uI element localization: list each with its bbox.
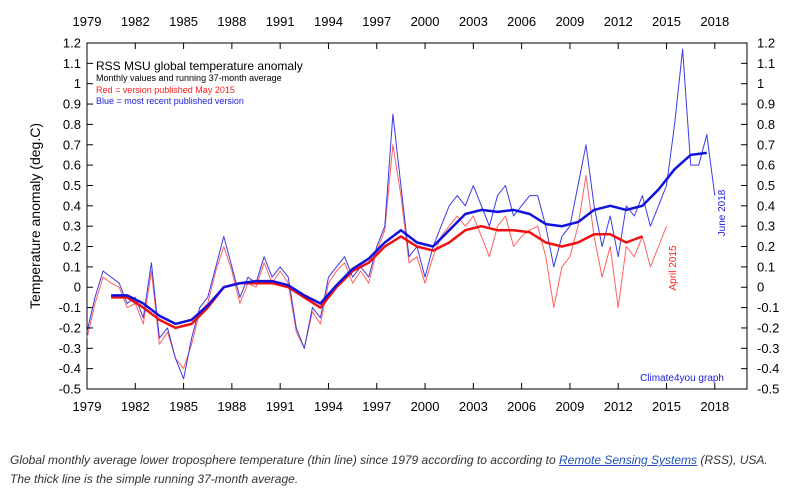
y-tick-label-right: 0.6 <box>757 158 775 173</box>
x-tick-label-bottom: 2009 <box>555 399 584 414</box>
y-tick-label-right: 0 <box>757 280 764 295</box>
y-tick-label-left: 1.2 <box>63 36 81 51</box>
axes-layer: 1979 1979 1982 1982 1985 1985 1988 1988 1991 1991… <box>59 14 780 414</box>
plot-frame <box>86 42 748 390</box>
y-tick-label-left: 0.4 <box>63 198 81 213</box>
y-tick-label-right: -0.4 <box>757 361 779 376</box>
credit-label: Climate4you graph <box>640 373 724 384</box>
caption-text-end: (RSS), USA. The thick line is the simple… <box>10 453 768 486</box>
legend-red: Red = version published May 2015 <box>96 85 235 95</box>
x-tick-label-top: 1985 <box>169 14 198 29</box>
chart-title: RSS MSU global temperature anomaly <box>96 59 303 73</box>
series-layer <box>86 48 716 380</box>
y-tick-label-left: 0.1 <box>63 259 81 274</box>
x-tick-label-top: 1988 <box>217 14 246 29</box>
y-tick-label-right: 0.9 <box>757 97 775 112</box>
x-tick-label-top: 1994 <box>314 14 343 29</box>
x-tick-label-bottom: 2003 <box>459 399 488 414</box>
y-tick-label-left: 0.9 <box>63 97 81 112</box>
y-tick-label-left: 0.6 <box>63 158 81 173</box>
x-tick-label-bottom: 2018 <box>700 399 729 414</box>
series-line-0 <box>86 48 716 380</box>
x-tick-label-top: 2012 <box>604 14 633 29</box>
x-tick-label-top: 2015 <box>652 14 681 29</box>
y-tick-label-left: 0.2 <box>63 239 81 254</box>
y-tick-label-left: 0.8 <box>63 117 81 132</box>
y-tick-label-left: 0 <box>74 280 81 295</box>
y-tick-label-right: 0.7 <box>757 137 775 152</box>
x-tick-label-bottom: 1985 <box>169 399 198 414</box>
series-line-3 <box>111 151 707 326</box>
y-tick-label-right: 0.1 <box>757 259 775 274</box>
x-tick-label-bottom: 1997 <box>362 399 391 414</box>
y-axis-label: Temperature anomaly (deg.C) <box>27 123 43 309</box>
x-tick-label-bottom: 2006 <box>507 399 536 414</box>
y-tick-label-left: -0.3 <box>59 341 81 356</box>
y-tick-label-right: 0.5 <box>757 178 775 193</box>
figure-caption: Global monthly average lower troposphere… <box>10 451 790 489</box>
y-tick-label-left: -0.1 <box>59 300 81 315</box>
x-tick-label-top: 2003 <box>459 14 488 29</box>
x-tick-label-top: 1991 <box>266 14 295 29</box>
x-tick-label-top: 2018 <box>700 14 729 29</box>
x-tick-label-top: 2006 <box>507 14 536 29</box>
annotation-june-2018: June 2018 <box>717 189 728 236</box>
x-tick-label-bottom: 1979 <box>73 399 102 414</box>
y-tick-label-right: -0.2 <box>757 320 779 335</box>
x-tick-label-bottom: 1991 <box>266 399 295 414</box>
y-tick-label-right: 0.2 <box>757 239 775 254</box>
x-tick-label-top: 2000 <box>411 14 440 29</box>
caption-text-start: Global monthly average lower troposphere… <box>10 453 559 467</box>
x-tick-label-top: 2009 <box>555 14 584 29</box>
x-tick-label-top: 1997 <box>362 14 391 29</box>
y-tick-label-left: 1 <box>74 76 81 91</box>
y-tick-label-right: -0.3 <box>757 341 779 356</box>
legend-blue: Blue = most recent published version <box>96 96 244 106</box>
y-tick-label-left: -0.5 <box>59 382 81 397</box>
y-tick-label-left: 0.3 <box>63 219 81 234</box>
y-tick-label-right: -0.1 <box>757 300 779 315</box>
y-tick-label-left: -0.4 <box>59 361 81 376</box>
y-tick-label-right: 0.3 <box>757 219 775 234</box>
x-tick-label-bottom: 1994 <box>314 399 343 414</box>
x-tick-label-top: 1979 <box>73 14 102 29</box>
x-tick-label-bottom: 1988 <box>217 399 246 414</box>
y-tick-label-right: 1.1 <box>757 56 775 71</box>
y-tick-label-right: 1 <box>757 76 764 91</box>
y-tick-label-left: -0.2 <box>59 320 81 335</box>
x-tick-label-bottom: 1982 <box>121 399 150 414</box>
y-tick-label-left: 0.7 <box>63 137 81 152</box>
rss-link[interactable]: Remote Sensing Systems <box>558 453 698 467</box>
x-tick-label-bottom: 2015 <box>652 399 681 414</box>
x-tick-label-bottom: 2000 <box>411 399 440 414</box>
y-tick-label-left: 0.5 <box>63 178 81 193</box>
y-tick-label-left: 1.1 <box>63 56 81 71</box>
y-tick-label-right: -0.5 <box>757 382 779 397</box>
y-tick-label-right: 1.2 <box>757 36 775 51</box>
x-tick-label-top: 1982 <box>121 14 150 29</box>
series-line-2 <box>111 224 643 330</box>
x-tick-label-bottom: 2012 <box>604 399 633 414</box>
y-tick-label-right: 0.4 <box>757 198 775 213</box>
y-tick-label-right: 0.8 <box>757 117 775 132</box>
temperature-chart: 1979 1979 1982 1982 1985 1985 1988 1988 1991 1991… <box>27 14 780 414</box>
annotation-april-2015: April 2015 <box>668 245 679 290</box>
chart-subtitle: Monthly values and running 37-month aver… <box>96 73 282 83</box>
